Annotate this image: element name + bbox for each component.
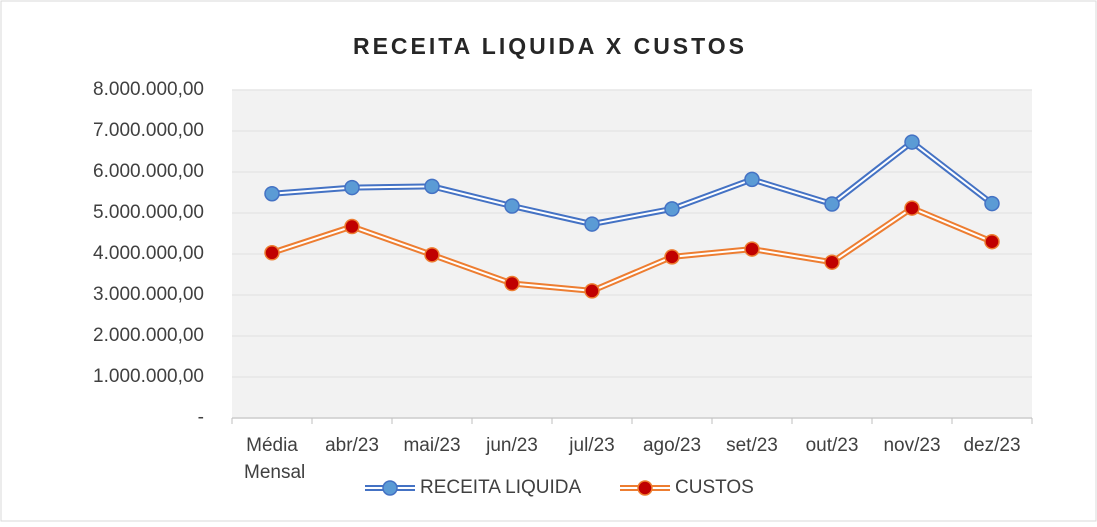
marker (584, 283, 600, 299)
marker (744, 241, 760, 257)
x-tick-label: abr/23 (325, 435, 379, 456)
marker (904, 134, 920, 150)
y-tick-label: - (198, 407, 204, 428)
chart-title: RECEITA LIQUIDA X CUSTOS (353, 33, 747, 59)
legend-label: RECEITA LIQUIDA (420, 477, 582, 498)
y-tick-label: 8.000.000,00 (93, 79, 204, 100)
y-tick-label: 4.000.000,00 (93, 243, 204, 264)
y-tick-label: 7.000.000,00 (93, 120, 204, 141)
marker (424, 178, 440, 195)
marker (824, 254, 840, 270)
x-tick-label-line: Média (246, 435, 298, 456)
marker (264, 185, 280, 202)
x-tick-label: Média Mensal (239, 435, 306, 483)
marker (904, 200, 920, 216)
marker (504, 275, 520, 292)
marker (984, 233, 1000, 250)
x-tick-label: dez/23 (963, 435, 1020, 456)
y-tick-label: 6.000.000,00 (93, 161, 204, 182)
series-line-inner (271, 141, 993, 226)
x-tick-label: jun/23 (485, 435, 538, 456)
y-tick-label: 2.000.000,00 (93, 325, 204, 346)
legend-marker (637, 480, 653, 496)
x-tick-label: nov/23 (883, 435, 940, 456)
y-tick-label: 1.000.000,00 (93, 366, 204, 387)
marker (344, 179, 360, 196)
marker (664, 201, 680, 217)
x-tick-label: out/23 (806, 435, 859, 456)
x-tick-label: set/23 (726, 435, 778, 456)
marker (424, 247, 440, 263)
marker (504, 198, 520, 214)
marker (584, 216, 600, 232)
legend-label: CUSTOS (675, 477, 754, 498)
y-tick-label: 5.000.000,00 (93, 202, 204, 223)
x-tick-label: mai/23 (403, 435, 460, 456)
marker (824, 196, 840, 212)
marker (984, 195, 1000, 212)
series-line-inner (271, 207, 993, 292)
marker (264, 245, 280, 261)
marker (344, 218, 360, 235)
x-tick-label-line: Mensal (239, 462, 306, 483)
x-tick-label: ago/23 (643, 435, 701, 456)
x-tick-label: jul/23 (568, 435, 614, 456)
marker (664, 249, 680, 265)
legend-marker (382, 480, 398, 496)
y-tick-label: 3.000.000,00 (93, 284, 204, 305)
marker (744, 171, 760, 188)
